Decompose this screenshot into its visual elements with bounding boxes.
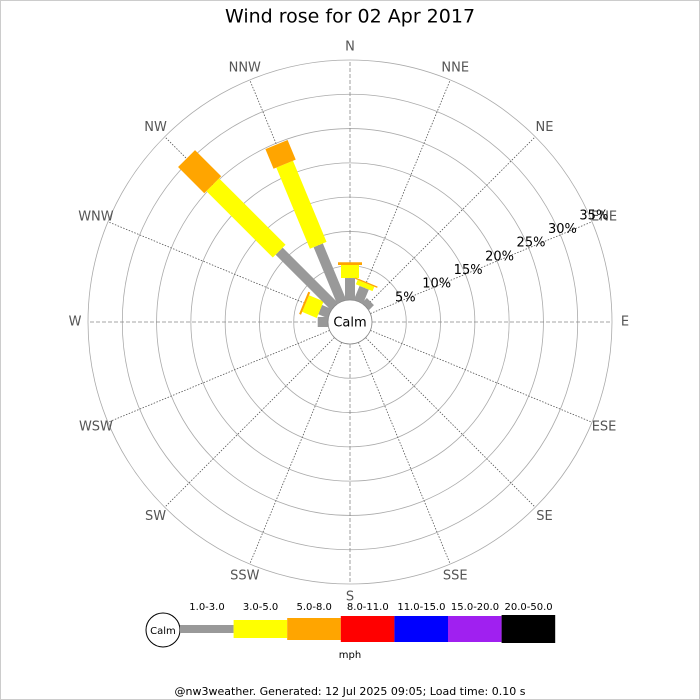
legend-label: 3.0-5.0 <box>243 602 278 613</box>
legend-label: 20.0-50.0 <box>505 602 553 613</box>
wind-bar <box>313 243 347 304</box>
spoke <box>249 342 342 565</box>
grid-ring <box>190 162 510 482</box>
wind-bar <box>318 305 332 319</box>
wind-bar <box>362 298 374 310</box>
direction-label: NNW <box>229 60 261 75</box>
direction-label: SW <box>145 509 166 524</box>
direction-label: NE <box>535 120 553 135</box>
direction-label: NW <box>144 120 167 135</box>
wind-bar <box>299 291 311 315</box>
legend-swatch <box>501 615 556 643</box>
r-tick-label: 30% <box>548 222 577 237</box>
chart-title: Wind rose for 02 Apr 2017 <box>225 6 475 28</box>
wind-bar <box>265 139 296 169</box>
wind-bar <box>354 277 378 288</box>
legend-swatch <box>394 616 448 642</box>
legend-label: 15.0-20.0 <box>451 602 499 613</box>
spoke <box>164 337 335 508</box>
legend-label: 1.0-3.0 <box>189 602 224 613</box>
direction-label: W <box>69 315 82 330</box>
wind-bar <box>275 247 338 310</box>
spoke <box>370 221 593 314</box>
direction-label: ESE <box>592 420 617 435</box>
direction-label: WNW <box>78 209 114 224</box>
legend-label: 11.0-15.0 <box>397 602 445 613</box>
legend-calm-label: Calm <box>150 626 176 637</box>
legend-swatch <box>287 618 341 640</box>
legend-label: 8.0-11.0 <box>347 602 389 613</box>
r-tick-label: 10% <box>422 277 451 292</box>
wind-bar <box>178 150 222 194</box>
direction-label: NNE <box>441 60 469 75</box>
footer: @nw3weather. Generated: 12 Jul 2025 09:0… <box>175 685 526 698</box>
wind-bar <box>353 285 369 304</box>
direction-label: ENE <box>591 209 617 224</box>
grid-ring <box>87 59 613 585</box>
spoke <box>365 337 536 508</box>
direction-label: SE <box>536 509 552 524</box>
direction-label: SSW <box>230 569 260 584</box>
spoke <box>358 79 451 302</box>
wind-bar <box>276 160 327 249</box>
r-tick-label: 5% <box>395 290 416 305</box>
spoke <box>358 342 451 565</box>
units-label: mph <box>339 650 361 661</box>
calm-label: Calm <box>333 316 366 331</box>
direction-label: S <box>346 590 354 605</box>
direction-label: WSW <box>79 420 113 435</box>
r-tick-label: 25% <box>517 236 546 251</box>
legend-swatch <box>340 616 395 642</box>
spoke <box>107 330 330 423</box>
calm-circle <box>327 299 373 345</box>
direction-label: SSE <box>443 569 468 584</box>
spoke <box>107 221 330 314</box>
r-tick-label: 15% <box>454 263 483 278</box>
wind-bar <box>355 279 375 292</box>
direction-label: N <box>345 40 355 55</box>
direction-label: E <box>621 315 629 330</box>
wind-bar <box>206 178 286 258</box>
wind-bar <box>302 295 324 318</box>
legend-swatch <box>180 625 234 633</box>
spoke <box>365 136 536 307</box>
legend-label: 5.0-8.0 <box>296 602 331 613</box>
r-tick-label: 20% <box>485 249 514 264</box>
legend-swatch <box>233 620 288 638</box>
spoke <box>370 330 593 423</box>
legend-swatch <box>448 616 502 642</box>
r-tick-label: 35% <box>579 208 608 223</box>
